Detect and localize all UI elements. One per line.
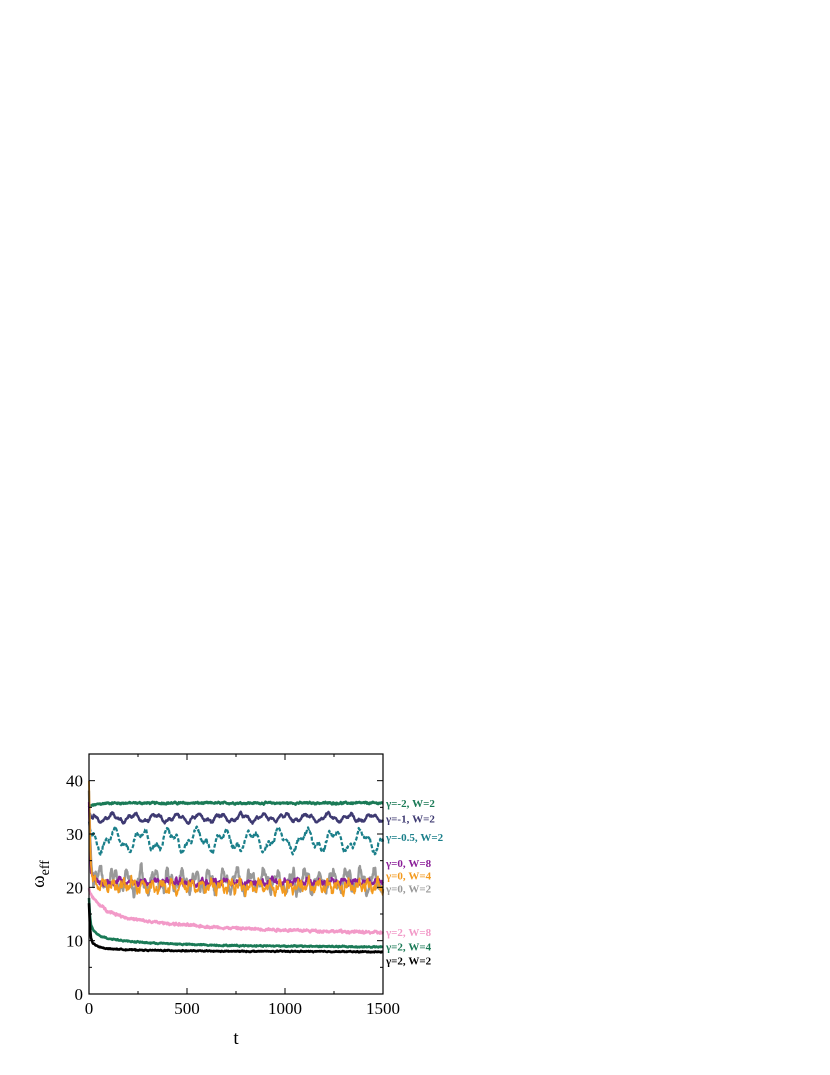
series-label: γ=2, W=2	[385, 955, 432, 967]
series-line	[87, 800, 384, 808]
y-tick-label: 0	[75, 985, 84, 1004]
series-label: γ=2, W=4	[385, 942, 432, 954]
x-tick-label: 0	[85, 999, 94, 1018]
x-tick-label: 1000	[268, 999, 302, 1018]
series-label-layer: γ=-2, W=2γ=-1, W=2γ=-0.5, W=2γ=0, W=2γ=0…	[385, 798, 444, 967]
series-label: γ=0, W=8	[385, 858, 432, 870]
x-axis-label: t	[233, 1028, 239, 1049]
series-layer	[87, 780, 385, 954]
y-axis-label-main: ω	[28, 875, 49, 888]
series-label: γ=0, W=4	[385, 871, 432, 883]
series-label: γ=-2, W=2	[385, 798, 435, 810]
series-line	[88, 810, 384, 825]
series-line	[87, 790, 385, 899]
x-tick-label: 1500	[366, 999, 400, 1018]
y-axis-label: ωeff	[28, 860, 53, 888]
series-label: γ=0, W=2	[385, 883, 432, 895]
y-axis-label-subscript: eff	[38, 860, 53, 876]
x-tick-label: 500	[174, 999, 200, 1018]
y-tick-label: 30	[66, 825, 83, 844]
series-label: γ=-0.5, W=2	[385, 832, 444, 844]
series-line	[87, 821, 385, 856]
series-line	[87, 903, 384, 954]
series-label: γ=2, W=8	[385, 927, 432, 939]
series-line	[87, 897, 384, 949]
y-tick-label: 10	[66, 932, 83, 951]
y-tick-label: 40	[66, 772, 83, 791]
series-line	[87, 887, 385, 935]
y-tick-label: 20	[66, 878, 83, 897]
tick-layer: 0 500 1000 1500 0 10 20 30 40	[66, 754, 400, 1018]
series-line	[88, 780, 384, 898]
series-label: γ=-1, W=2	[385, 814, 435, 826]
